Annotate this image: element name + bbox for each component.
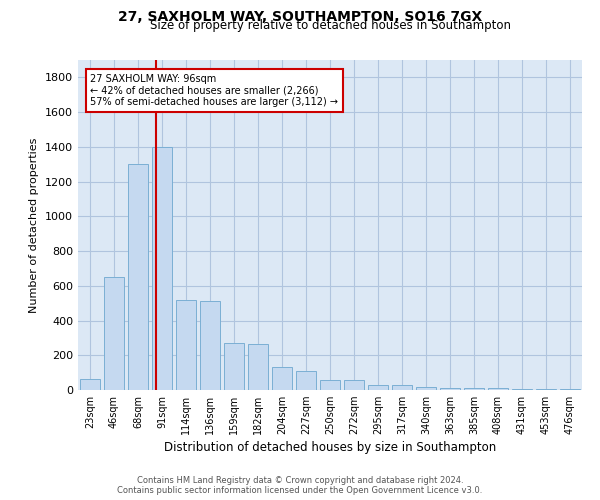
Bar [368, 385, 388, 390]
Bar [200, 302, 220, 390]
Bar [536, 389, 556, 390]
Bar [464, 388, 484, 390]
Bar [416, 386, 436, 390]
Bar [320, 380, 340, 390]
Text: 27 SAXHOLM WAY: 96sqm
← 42% of detached houses are smaller (2,266)
57% of semi-d: 27 SAXHOLM WAY: 96sqm ← 42% of detached … [91, 74, 338, 107]
Bar [248, 344, 268, 390]
Bar [512, 389, 532, 390]
Bar [272, 368, 292, 390]
Bar [80, 378, 100, 390]
Text: 27, SAXHOLM WAY, SOUTHAMPTON, SO16 7GX: 27, SAXHOLM WAY, SOUTHAMPTON, SO16 7GX [118, 10, 482, 24]
Bar [488, 388, 508, 390]
Bar [296, 371, 316, 390]
Bar [392, 385, 412, 390]
Bar [344, 380, 364, 390]
Bar [560, 389, 580, 390]
Bar [224, 343, 244, 390]
Bar [128, 164, 148, 390]
Bar [440, 388, 460, 390]
Title: Size of property relative to detached houses in Southampton: Size of property relative to detached ho… [149, 20, 511, 32]
Bar [152, 147, 172, 390]
Bar [104, 277, 124, 390]
Y-axis label: Number of detached properties: Number of detached properties [29, 138, 40, 312]
Bar [176, 300, 196, 390]
Text: Contains HM Land Registry data © Crown copyright and database right 2024.
Contai: Contains HM Land Registry data © Crown c… [118, 476, 482, 495]
X-axis label: Distribution of detached houses by size in Southampton: Distribution of detached houses by size … [164, 442, 496, 454]
